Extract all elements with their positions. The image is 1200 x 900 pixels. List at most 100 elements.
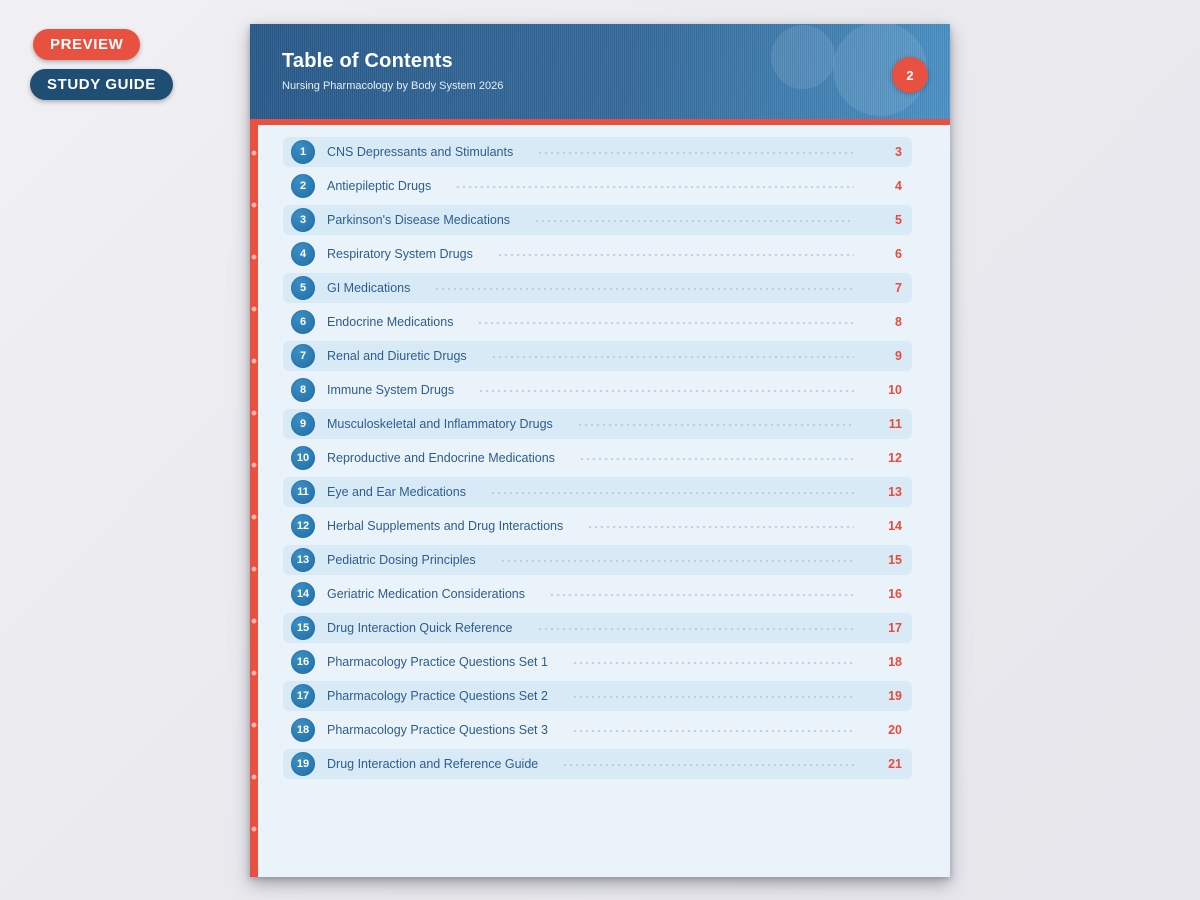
toc-item-title: Drug Interaction and Reference Guide (327, 757, 539, 771)
page-subtitle: Nursing Pharmacology by Body System 2026 (282, 80, 504, 92)
toc-item-title: Eye and Ear Medications (327, 485, 466, 499)
toc-row[interactable]: 8 Immune System Drugs 10 (283, 375, 912, 405)
toc-item-number: 6 (291, 310, 315, 334)
toc-item-page: 3 (895, 145, 902, 159)
decorative-circle (771, 25, 835, 89)
toc-list: 1 CNS Depressants and Stimulants 3 2 Ant… (250, 125, 950, 779)
toc-item-page: 19 (888, 689, 902, 703)
toc-item-page: 5 (895, 213, 902, 227)
toc-row[interactable]: 2 Antiepileptic Drugs 4 (283, 171, 912, 201)
toc-row[interactable]: 1 CNS Depressants and Stimulants 3 (283, 137, 912, 167)
toc-item-page: 18 (888, 655, 902, 669)
toc-item-number: 8 (291, 378, 315, 402)
toc-row[interactable]: 13 Pediatric Dosing Principles 15 (283, 545, 912, 575)
toc-item-number: 1 (291, 140, 315, 164)
dotted-leader (536, 627, 854, 630)
toc-item-number: 19 (291, 752, 315, 776)
toc-row[interactable]: 6 Endocrine Medications 8 (283, 307, 912, 337)
preview-badge: PREVIEW (33, 29, 141, 60)
toc-item-title: Immune System Drugs (327, 383, 455, 397)
toc-item-page: 16 (888, 587, 902, 601)
toc-item-number: 15 (291, 616, 315, 640)
toc-item-title: Herbal Supplements and Drug Interactions (327, 519, 564, 533)
toc-item-number: 14 (291, 582, 315, 606)
toc-row[interactable]: 12 Herbal Supplements and Drug Interacti… (283, 511, 912, 541)
toc-item-title: Antiepileptic Drugs (327, 179, 432, 193)
toc-item-title: CNS Depressants and Stimulants (327, 145, 514, 159)
toc-row[interactable]: 17 Pharmacology Practice Questions Set 2… (283, 681, 912, 711)
dotted-leader (571, 695, 854, 698)
toc-item-page: 6 (895, 247, 902, 261)
toc-item-page: 13 (888, 485, 902, 499)
document-body: 1 CNS Depressants and Stimulants 3 2 Ant… (250, 125, 950, 877)
page-number-badge: 2 (892, 57, 928, 93)
toc-item-title: Pharmacology Practice Questions Set 1 (327, 655, 548, 669)
dotted-leader (477, 321, 854, 324)
dotted-leader (434, 287, 854, 290)
toc-row[interactable]: 15 Drug Interaction Quick Reference 17 (283, 613, 912, 643)
document-page: Table of Contents Nursing Pharmacology b… (250, 24, 950, 877)
toc-item-title: Reproductive and Endocrine Medications (327, 451, 555, 465)
toc-item-page: 7 (895, 281, 902, 295)
header-text-block: Table of Contents Nursing Pharmacology b… (282, 50, 503, 92)
toc-item-number: 16 (291, 650, 315, 674)
toc-item-title: Respiratory System Drugs (327, 247, 473, 261)
toc-item-number: 12 (291, 514, 315, 538)
dotted-leader (455, 185, 854, 188)
toc-item-number: 7 (291, 344, 315, 368)
toc-item-page: 12 (888, 451, 902, 465)
dotted-leader (534, 219, 854, 222)
toc-row[interactable]: 4 Respiratory System Drugs 6 (283, 239, 912, 269)
toc-item-page: 15 (888, 553, 902, 567)
toc-item-title: Parkinson's Disease Medications (327, 213, 511, 227)
dotted-leader (562, 763, 854, 766)
dotted-leader (499, 559, 854, 562)
toc-item-title: Pediatric Dosing Principles (327, 553, 476, 567)
toc-item-number: 10 (291, 446, 315, 470)
toc-item-page: 11 (888, 417, 902, 431)
toc-row[interactable]: 3 Parkinson's Disease Medications 5 (283, 205, 912, 235)
toc-row[interactable]: 10 Reproductive and Endocrine Medication… (283, 443, 912, 473)
toc-row[interactable]: 9 Musculoskeletal and Inflammatory Drugs… (283, 409, 912, 439)
toc-item-number: 3 (291, 208, 315, 232)
accent-spine (250, 125, 258, 877)
toc-item-title: Drug Interaction Quick Reference (327, 621, 513, 635)
toc-item-title: Endocrine Medications (327, 315, 454, 329)
toc-row[interactable]: 16 Pharmacology Practice Questions Set 1… (283, 647, 912, 677)
page-title: Table of Contents (282, 50, 453, 72)
toc-item-title: Geriatric Medication Considerations (327, 587, 526, 601)
dotted-leader (576, 423, 854, 426)
toc-item-page: 4 (895, 179, 902, 193)
toc-row[interactable]: 5 GI Medications 7 (283, 273, 912, 303)
toc-item-page: 9 (895, 349, 902, 363)
toc-item-title: Musculoskeletal and Inflammatory Drugs (327, 417, 553, 431)
dotted-leader (478, 389, 854, 392)
dotted-leader (490, 355, 854, 358)
dotted-leader (571, 729, 854, 732)
toc-item-title: Pharmacology Practice Questions Set 3 (327, 723, 548, 737)
toc-item-page: 17 (888, 621, 902, 635)
accent-divider (250, 119, 950, 125)
toc-row[interactable]: 18 Pharmacology Practice Questions Set 3… (283, 715, 912, 745)
toc-item-number: 2 (291, 174, 315, 198)
dotted-leader (489, 491, 854, 494)
toc-item-number: 9 (291, 412, 315, 436)
toc-row[interactable]: 19 Drug Interaction and Reference Guide … (283, 749, 912, 779)
toc-item-title: Renal and Diuretic Drugs (327, 349, 467, 363)
toc-item-number: 11 (291, 480, 315, 504)
toc-row[interactable]: 14 Geriatric Medication Considerations 1… (283, 579, 912, 609)
toc-item-page: 20 (888, 723, 902, 737)
toc-item-number: 13 (291, 548, 315, 572)
toc-item-page: 8 (895, 315, 902, 329)
dotted-leader (578, 457, 854, 460)
document-header: Table of Contents Nursing Pharmacology b… (250, 24, 950, 119)
toc-item-number: 17 (291, 684, 315, 708)
toc-row[interactable]: 11 Eye and Ear Medications 13 (283, 477, 912, 507)
toc-row[interactable]: 7 Renal and Diuretic Drugs 9 (283, 341, 912, 371)
dotted-leader (537, 151, 854, 154)
toc-item-page: 10 (888, 383, 902, 397)
dotted-leader (587, 525, 854, 528)
dotted-leader (571, 661, 854, 664)
toc-item-title: Pharmacology Practice Questions Set 2 (327, 689, 548, 703)
